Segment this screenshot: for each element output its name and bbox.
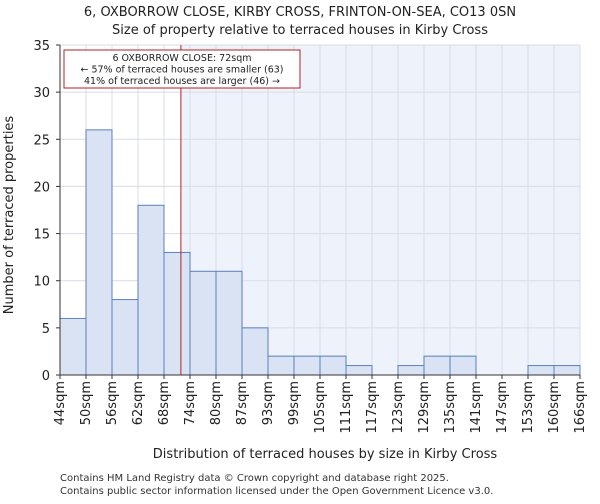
x-tick-label: 93sqm xyxy=(261,381,276,425)
chart-subtitle: Size of property relative to terraced ho… xyxy=(112,23,488,38)
annotation-line-3: 41% of terraced houses are larger (46) → xyxy=(84,76,280,87)
x-axis-label: Distribution of terraced houses by size … xyxy=(153,447,498,462)
bar-129sqm xyxy=(423,355,451,376)
y-tick-label: 25 xyxy=(33,133,50,148)
bar-44sqm xyxy=(59,317,87,376)
chart-title: 6, OXBORROW CLOSE, KIRBY CROSS, FRINTON-… xyxy=(84,5,516,20)
annotation-line-1: 6 OXBORROW CLOSE: 72sqm xyxy=(112,53,251,64)
footer-line-2: Contains public sector information licen… xyxy=(60,486,493,497)
x-tick-label: 160sqm xyxy=(547,381,562,434)
bar-62sqm xyxy=(137,204,165,376)
bar-87sqm xyxy=(241,327,269,376)
bar-80sqm xyxy=(215,270,243,376)
bar-123sqm xyxy=(397,365,425,376)
plot-area-right xyxy=(180,45,580,375)
y-tick-label: 20 xyxy=(33,180,50,195)
y-tick-label: 5 xyxy=(42,322,50,337)
x-tick-label: 166sqm xyxy=(573,381,588,434)
bar-153sqm xyxy=(527,365,555,376)
footer-line-1: Contains HM Land Registry data © Crown c… xyxy=(60,473,449,484)
annotation-box xyxy=(63,49,301,89)
x-tick-label: 141sqm xyxy=(469,381,484,434)
bar-50sqm xyxy=(85,129,113,376)
x-tick-label: 62sqm xyxy=(131,381,146,425)
bar-68sqm xyxy=(163,251,191,376)
x-ticks-group: 44sqm 50sqm 56sqm 62sqm 68sqm 74sqm 80sqm 87sqm… xyxy=(53,375,588,434)
y-tick-label: 30 xyxy=(33,86,50,101)
bar-56sqm xyxy=(111,299,139,376)
x-tick-label: 56sqm xyxy=(105,381,120,425)
x-tick-label: 87sqm xyxy=(235,381,250,425)
y-axis-label: Number of terraced properties xyxy=(2,116,17,315)
bar-105sqm xyxy=(319,355,347,376)
marker-group: 6 OXBORROW CLOSE: 72sqm← 57% of terraced… xyxy=(63,45,301,375)
bar-74sqm xyxy=(189,270,217,376)
bar-111sqm xyxy=(345,365,373,376)
bar-99sqm xyxy=(293,355,321,376)
y-tick-label: 0 xyxy=(42,369,50,384)
x-tick-label: 117sqm xyxy=(365,381,380,434)
bars-group xyxy=(59,129,581,376)
y-tick-label: 10 xyxy=(33,275,50,290)
bar-160sqm xyxy=(553,365,581,376)
y-tick-label: 15 xyxy=(33,228,50,243)
x-tick-label: 129sqm xyxy=(417,381,432,434)
x-tick-label: 135sqm xyxy=(443,381,458,434)
x-tick-label: 50sqm xyxy=(79,381,94,425)
x-tick-label: 123sqm xyxy=(391,381,406,434)
bar-93sqm xyxy=(267,355,295,376)
x-tick-label: 99sqm xyxy=(287,381,302,425)
x-tick-label: 68sqm xyxy=(157,381,172,425)
annotation-line-2: ← 57% of terraced houses are smaller (63… xyxy=(80,65,283,76)
x-tick-label: 74sqm xyxy=(183,381,198,425)
x-tick-label: 111sqm xyxy=(339,381,354,434)
x-tick-label: 105sqm xyxy=(313,381,328,434)
x-tick-label: 153sqm xyxy=(521,381,536,434)
x-tick-label: 80sqm xyxy=(209,381,224,425)
x-tick-label: 147sqm xyxy=(495,381,510,434)
bar-135sqm xyxy=(449,355,477,376)
y-tick-label: 35 xyxy=(33,39,50,54)
y-ticks-group: 0 5 10 15 20 25 30 35 xyxy=(33,39,60,384)
x-tick-label: 44sqm xyxy=(53,381,68,425)
